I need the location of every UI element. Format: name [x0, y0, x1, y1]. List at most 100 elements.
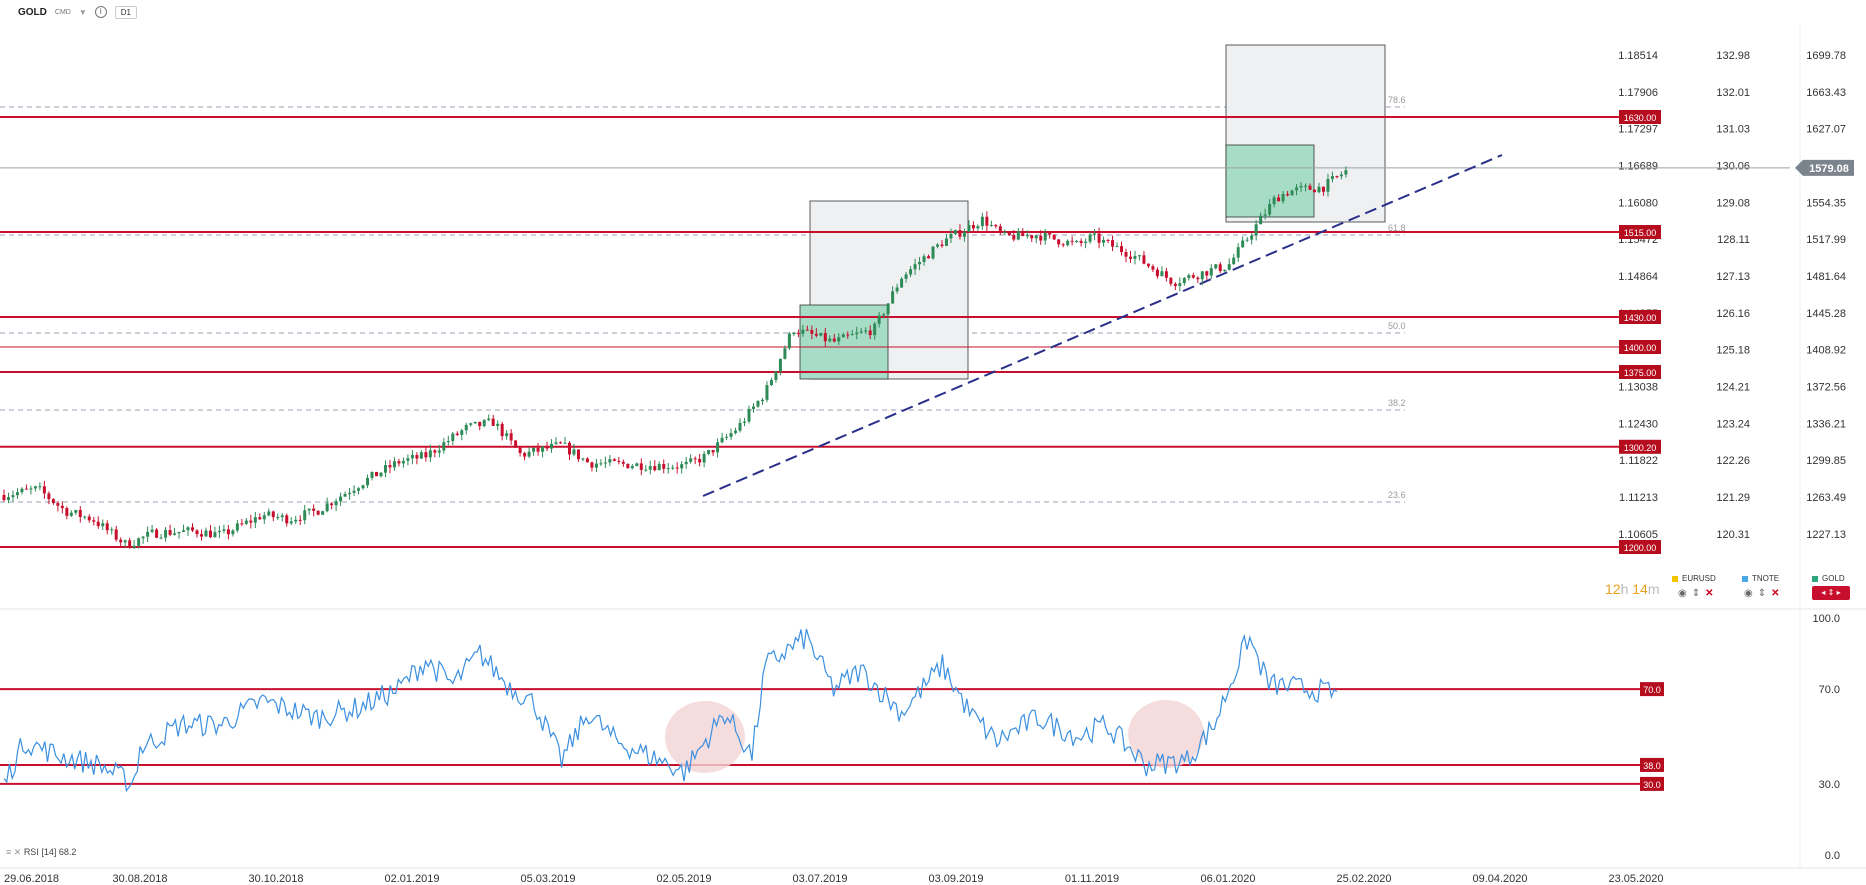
close-icon[interactable]: ✕ — [1771, 588, 1780, 599]
gold-controls[interactable]: ◂ ⇕ ▸ — [1812, 586, 1850, 600]
candle-body — [343, 494, 347, 497]
legend-eurusd[interactable]: EURUSD — [1672, 574, 1716, 583]
date-axis-tick: 02.05.2019 — [656, 873, 711, 885]
candle-body — [177, 531, 181, 534]
rsi-level-value: 38.0 — [1643, 761, 1661, 771]
candle-body — [1214, 264, 1218, 269]
chevron-down-icon[interactable]: ▼ — [78, 7, 87, 17]
legend-tnote-swatch — [1742, 575, 1748, 582]
candle-body — [1034, 235, 1038, 239]
candle-body — [1030, 235, 1034, 239]
date-axis-tick: 25.02.2020 — [1336, 873, 1391, 885]
candle-body — [1218, 264, 1222, 272]
candle-body — [321, 511, 325, 515]
eye-icon[interactable]: ◉ — [1744, 588, 1753, 599]
price-level-tag — [1619, 110, 1661, 124]
sort-icon[interactable]: ⇕ — [1757, 588, 1767, 599]
candle-body — [1057, 239, 1061, 245]
candle-body — [760, 399, 764, 402]
candle-body — [141, 536, 145, 539]
candle-body — [648, 466, 652, 470]
info-icon[interactable]: i — [94, 6, 107, 18]
candle-body — [303, 510, 307, 521]
current-price-tag — [1795, 159, 1854, 176]
candle-body — [433, 450, 437, 453]
candle-body — [24, 488, 28, 490]
candle-body — [244, 520, 248, 524]
candle-body — [87, 516, 91, 521]
eurusd-axis-tick: 1.13038 — [1618, 381, 1658, 393]
eye-icon[interactable]: ◉ — [1678, 588, 1687, 599]
tnote-axis-tick: 122.26 — [1716, 455, 1750, 467]
candle-body — [891, 291, 895, 304]
candle-body — [689, 458, 693, 462]
candle-body — [657, 463, 661, 471]
timeframe-select[interactable]: D1 — [114, 5, 137, 19]
usd-axis-tick: 1372.56 — [1806, 381, 1846, 393]
usd-axis-tick: 1699.78 — [1806, 50, 1846, 62]
candle-body — [500, 423, 504, 437]
candle-body — [1039, 235, 1043, 241]
candle-body — [1137, 255, 1141, 257]
candle-body — [1290, 190, 1294, 196]
eurusd-axis-tick: 1.16080 — [1618, 197, 1658, 209]
candle-body — [980, 216, 984, 227]
tnote-axis-tick: 132.01 — [1716, 87, 1750, 99]
candle-body — [1321, 186, 1325, 192]
candle-body — [1070, 240, 1074, 242]
date-axis-tick: 03.07.2019 — [792, 873, 847, 885]
candle-body — [1155, 269, 1159, 277]
candle-body — [1259, 215, 1263, 225]
candle-body — [594, 463, 598, 468]
candle-body — [567, 442, 571, 455]
sort-icon[interactable]: ⇕ — [1691, 588, 1701, 599]
candle-body — [60, 505, 64, 509]
candle-body — [778, 358, 782, 372]
chart-header: GOLD CMD ▼ i D1 — [0, 0, 1866, 24]
price-level-tag — [1619, 310, 1661, 324]
candle-body — [119, 539, 123, 543]
candle-body — [1169, 277, 1173, 284]
close-icon[interactable]: ✕ — [1705, 588, 1714, 599]
candle-body — [222, 529, 226, 531]
price-level-value: 1630.00 — [1624, 113, 1657, 123]
candle-body — [159, 537, 163, 539]
candle-body — [913, 264, 917, 270]
candle-body — [1142, 255, 1146, 264]
drag-handle-icon[interactable]: ≡ ✕ — [6, 847, 22, 857]
candle-body — [415, 455, 419, 459]
candle-body — [1339, 174, 1343, 177]
candle-body — [1079, 240, 1083, 243]
tnote-axis-tick: 128.11 — [1717, 234, 1750, 246]
date-axis-tick: 30.10.2018 — [248, 873, 303, 885]
candle-body — [1178, 283, 1182, 286]
rsi-level-tag — [1640, 757, 1664, 772]
candle-body — [1245, 239, 1249, 241]
candle-body — [716, 442, 720, 453]
fib-level-label: 38.2 — [1388, 398, 1406, 408]
legend-gold[interactable]: GOLD — [1812, 574, 1845, 583]
candle-body — [1066, 240, 1070, 246]
candle-body — [639, 463, 643, 470]
tnote-axis-tick: 123.24 — [1716, 418, 1750, 430]
candle-body — [325, 503, 329, 512]
candle-body — [734, 430, 738, 434]
candle-body — [536, 447, 540, 452]
candle-body — [146, 531, 150, 537]
candle-body — [1277, 197, 1281, 202]
candle-body — [96, 521, 100, 527]
candle-body — [410, 455, 414, 459]
symbol-label[interactable]: GOLD — [18, 6, 47, 18]
candle-body — [1241, 240, 1245, 248]
legend-tnote[interactable]: TNOTE — [1742, 574, 1779, 583]
candle-body — [895, 287, 899, 292]
candle-body — [1250, 235, 1254, 240]
candle-body — [15, 492, 19, 496]
candle-body — [675, 467, 679, 469]
candle-body — [810, 329, 814, 334]
candle-body — [460, 430, 464, 435]
candle-body — [2, 495, 6, 500]
candle-body — [599, 463, 603, 465]
candle-body — [805, 329, 809, 331]
